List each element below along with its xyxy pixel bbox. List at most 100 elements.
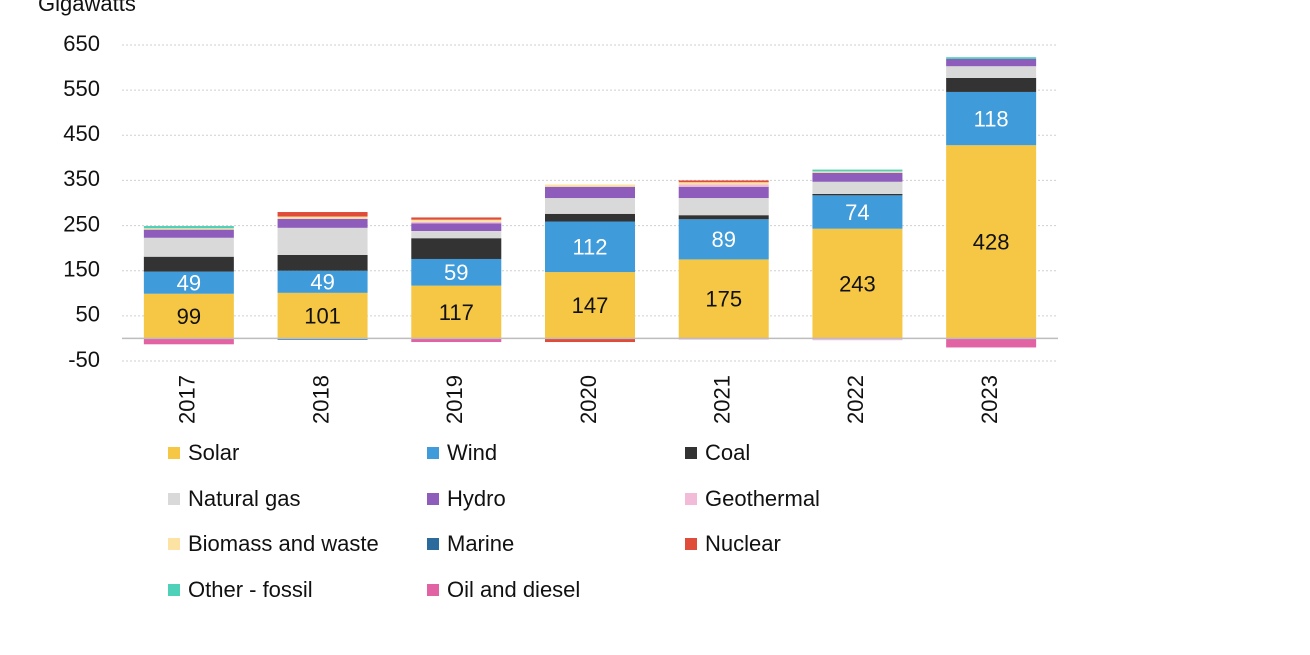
bar-segment [678, 184, 769, 187]
bar-segment [678, 182, 769, 185]
bar-segment [411, 221, 502, 224]
legend-label: Other - fossil [188, 577, 313, 602]
data-label: 89 [711, 227, 735, 252]
bar-segment [946, 77, 1037, 92]
legend-label: Natural gas [188, 486, 301, 511]
bar-segment [411, 258, 502, 286]
bar-segment [143, 228, 234, 230]
data-label: 175 [705, 287, 742, 312]
bar-segment [277, 254, 368, 271]
data-label: 49 [177, 270, 201, 295]
bar-segment [678, 215, 769, 220]
y-tick-label: -50 [68, 347, 100, 372]
bar-segment [812, 193, 903, 196]
bar-segment [411, 223, 502, 231]
data-label: 118 [974, 106, 1009, 131]
legend-swatch [427, 538, 439, 550]
bar-segment [545, 272, 635, 339]
bar-segment [946, 66, 1037, 78]
bar-segment [946, 145, 1037, 339]
bar-segment [545, 184, 635, 187]
bar-segment [812, 228, 903, 339]
x-tick-label: 2020 [576, 375, 601, 424]
bar-segment [545, 221, 635, 273]
legend-label: Wind [447, 440, 497, 465]
bar-segment [411, 230, 502, 239]
bar-segment [812, 181, 903, 194]
bar-segment [277, 227, 368, 255]
legend-swatch [168, 538, 180, 550]
bar-segment [812, 171, 903, 173]
y-tick-label: 50 [76, 302, 100, 327]
bar-segment [143, 293, 234, 339]
bar-segment [143, 237, 234, 257]
data-label: 59 [444, 260, 468, 285]
legend-label: Oil and diesel [447, 577, 580, 602]
x-tick-label: 2018 [308, 375, 333, 424]
data-label: 99 [177, 304, 201, 329]
x-tick-label: 2023 [977, 375, 1002, 424]
legend-swatch [427, 584, 439, 596]
bar-segment [545, 198, 635, 214]
legend-swatch [168, 447, 180, 459]
bar-segment [411, 338, 502, 343]
bar-segment [277, 292, 368, 339]
legend-swatch [685, 493, 697, 505]
data-label: 147 [572, 293, 609, 318]
bar-segment [277, 218, 368, 228]
legend-swatch [168, 584, 180, 596]
bar-segment [678, 186, 769, 199]
data-label: 74 [845, 200, 869, 225]
bar-segment [545, 338, 635, 343]
legend-label: Coal [705, 440, 750, 465]
bar-segment [946, 338, 1037, 348]
bar-segment [277, 212, 368, 217]
bar-segment [812, 195, 903, 229]
bar-segment [946, 58, 1037, 67]
data-label: 101 [304, 303, 341, 328]
data-label: 112 [572, 235, 607, 260]
bar-segment [411, 219, 502, 222]
legend-swatch [168, 493, 180, 505]
legend-swatch [685, 538, 697, 550]
y-tick-label: 550 [63, 76, 100, 101]
y-axis-title: Gigawatts [38, 0, 136, 16]
bar-segment [678, 180, 769, 183]
bar-segment [545, 186, 635, 199]
bar-segment [143, 256, 234, 272]
data-label: 428 [973, 230, 1010, 255]
bar-segment [545, 213, 635, 222]
bar-segment [277, 270, 368, 293]
bar-segment [143, 226, 234, 229]
bar-segment [678, 198, 769, 216]
y-tick-label: 650 [63, 31, 100, 56]
data-label: 117 [439, 300, 474, 325]
bar-segment [143, 271, 234, 294]
bar-segment [946, 57, 1037, 59]
x-tick-label: 2021 [710, 375, 735, 424]
legend-swatch [685, 447, 697, 459]
legend-swatch [427, 493, 439, 505]
y-tick-label: 150 [63, 257, 100, 282]
legend-label: Biomass and waste [188, 531, 379, 556]
bar-segment [678, 259, 769, 339]
bar-segment [678, 219, 769, 260]
legend-label: Solar [188, 440, 239, 465]
y-tick-label: 450 [63, 121, 100, 146]
x-tick-label: 2022 [843, 375, 868, 424]
bar-segment [143, 338, 234, 345]
x-tick-label: 2017 [175, 375, 200, 424]
y-tick-label: 250 [63, 211, 100, 236]
bar-segment [411, 285, 502, 339]
bar-segment [277, 216, 368, 219]
x-tick-label: 2019 [442, 375, 467, 424]
y-tick-label: 350 [63, 166, 100, 191]
legend-label: Nuclear [705, 531, 781, 556]
bar-segment [411, 238, 502, 259]
bar-segment [812, 172, 903, 182]
bar-segment [812, 338, 903, 341]
legend-label: Marine [447, 531, 514, 556]
legend-label: Hydro [447, 486, 506, 511]
bar-segment [411, 217, 502, 220]
